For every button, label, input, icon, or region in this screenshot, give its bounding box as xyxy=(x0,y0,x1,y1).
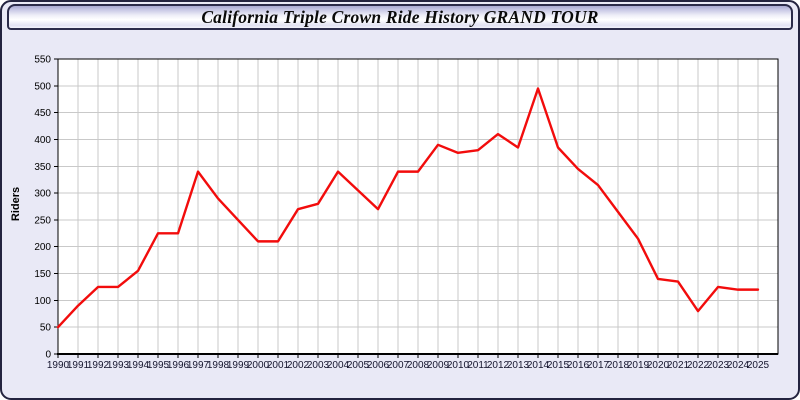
y-tick-label: 350 xyxy=(34,162,51,173)
x-tick-label: 1997 xyxy=(187,360,210,371)
x-tick-label: 2022 xyxy=(687,360,710,371)
y-axis-title: Riders xyxy=(10,186,22,222)
x-tick-label: 2015 xyxy=(547,360,570,371)
x-tick-label: 2008 xyxy=(407,360,430,371)
x-tick-label: 2006 xyxy=(367,360,390,371)
x-tick-label: 1991 xyxy=(67,360,90,371)
x-tick-label: 2003 xyxy=(307,360,330,371)
y-tick-label: 0 xyxy=(45,350,51,361)
x-tick-label: 2021 xyxy=(667,360,690,371)
x-tick-label: 1994 xyxy=(127,360,150,371)
x-tick-label: 2025 xyxy=(747,360,770,371)
x-tick-label: 2000 xyxy=(247,360,270,371)
y-tick-label: 400 xyxy=(34,135,51,146)
x-tick-label: 2017 xyxy=(587,360,610,371)
x-tick-label: 2005 xyxy=(347,360,370,371)
y-tick-label: 300 xyxy=(34,189,51,200)
x-tick-label: 2011 xyxy=(467,360,489,371)
x-tick-label: 2023 xyxy=(707,360,730,371)
x-tick-label: 1999 xyxy=(227,360,250,371)
x-tick-label: 1990 xyxy=(47,360,70,371)
x-tick-label: 2014 xyxy=(527,360,550,371)
x-tick-label: 2024 xyxy=(727,360,750,371)
y-tick-label: 500 xyxy=(34,81,51,92)
x-tick-label: 1998 xyxy=(207,360,230,371)
x-tick-label: 2009 xyxy=(427,360,450,371)
y-tick-label: 150 xyxy=(34,269,51,280)
title-bar: California Triple Crown Ride History GRA… xyxy=(7,4,793,30)
x-tick-label: 2019 xyxy=(627,360,650,371)
x-tick-label: 1993 xyxy=(107,360,130,371)
y-tick-label: 200 xyxy=(34,242,51,253)
x-tick-label: 2010 xyxy=(447,360,470,371)
x-tick-label: 2001 xyxy=(267,360,290,371)
x-tick-label: 1992 xyxy=(87,360,110,371)
x-tick-label: 1996 xyxy=(167,360,190,371)
x-tick-label: 2004 xyxy=(327,360,350,371)
x-tick-label: 1995 xyxy=(147,360,170,371)
y-tick-label: 250 xyxy=(34,215,51,226)
y-tick-label: 100 xyxy=(34,296,51,307)
y-tick-label: 50 xyxy=(40,323,52,334)
x-tick-label: 2016 xyxy=(567,360,590,371)
x-tick-label: 2013 xyxy=(507,360,530,371)
x-tick-label: 2007 xyxy=(387,360,410,371)
y-tick-label: 450 xyxy=(34,108,51,119)
x-tick-label: 2020 xyxy=(647,360,670,371)
series-line-riders xyxy=(56,87,760,329)
x-tick-label: 2002 xyxy=(287,360,310,371)
x-tick-label: 2018 xyxy=(607,360,630,371)
page-title: California Triple Crown Ride History GRA… xyxy=(201,6,599,27)
y-tick-label: 550 xyxy=(34,55,51,66)
x-tick-label: 2012 xyxy=(487,360,510,371)
